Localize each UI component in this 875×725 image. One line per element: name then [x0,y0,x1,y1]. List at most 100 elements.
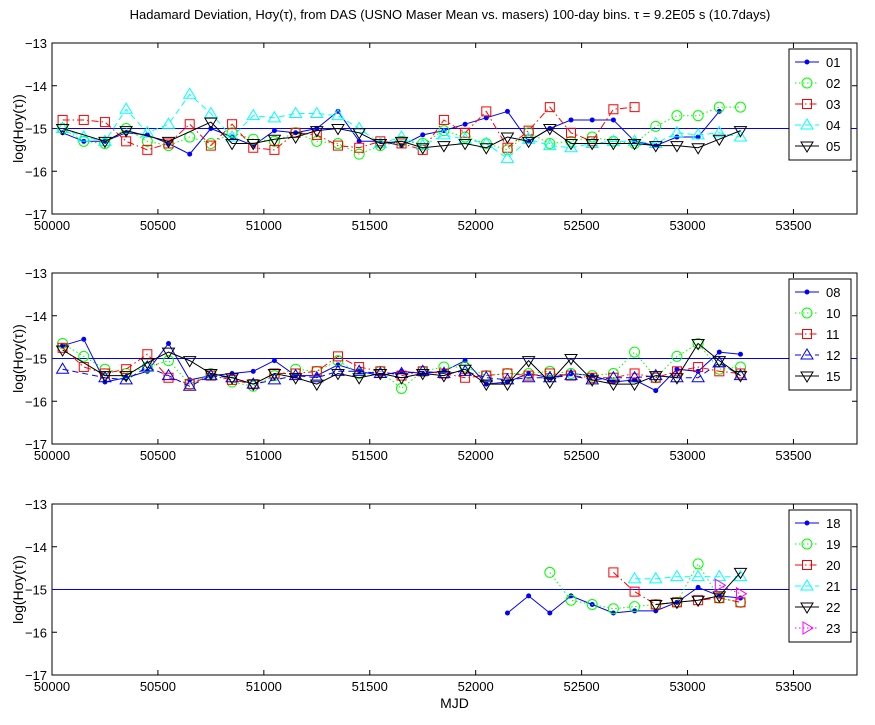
x-axis-label: MJD [440,695,469,711]
data-point-05 [161,136,176,149]
data-point-02 [226,127,238,139]
data-point-12 [352,364,367,376]
data-point-12 [309,370,324,383]
data-point-01 [568,117,574,123]
data-point-15 [606,379,621,392]
data-point-12 [521,370,536,383]
data-point-04 [670,125,684,138]
data-point-18 [568,593,574,599]
legend-label-08: 08 [826,285,840,300]
chart-panel-2: 50000 50500 51000 51500 52000 52500 53000 53500… [10,266,858,463]
data-point-12 [437,366,451,378]
data-point-01 [610,117,616,123]
legend-marker-22 [800,602,814,614]
plot-content [52,558,857,616]
data-point-15 [648,371,663,383]
series-05 [55,117,748,155]
data-point-15 [161,347,176,360]
x-tick-label: 51000 [246,218,282,233]
x-tick-label: 50500 [140,448,176,463]
data-point-02 [692,110,704,122]
data-point-03 [481,106,492,117]
data-point-05 [394,136,409,149]
data-point-15 [585,375,600,387]
legend: 18 19 20 21 22 23 [788,509,852,643]
x-tick-label: 50000 [34,218,70,233]
y-tick-label: −16 [25,164,47,179]
data-point-03 [438,114,449,125]
data-point-23 [735,586,748,601]
data-point-03 [78,114,89,125]
data-point-12 [415,364,430,376]
data-point-02 [671,110,683,122]
data-point-10 [629,346,641,358]
data-point-10 [141,361,153,373]
data-point-03 [227,119,238,130]
data-point-05 [415,143,430,155]
data-point-19 [565,594,577,606]
data-point-05 [225,138,239,151]
data-point-05 [55,124,70,136]
x-tick-label: 53500 [775,218,811,233]
data-point-02 [268,135,280,147]
legend-marker-23 [802,621,814,635]
data-point-03 [142,144,153,155]
data-point-12 [691,370,706,383]
data-point-15 [182,356,197,368]
data-point-04 [521,132,536,144]
data-point-11 [502,368,513,379]
data-point-05 [500,132,515,145]
data-point-01 [483,115,489,121]
x-tick-label: 50500 [140,218,176,233]
data-point-12 [182,379,197,391]
legend-marker-03 [802,99,812,109]
data-point-05 [437,141,451,153]
data-point-05 [458,138,472,151]
data-point-05 [267,134,282,147]
data-point-05 [733,126,748,138]
data-point-19 [586,598,598,610]
series-15 [55,339,748,392]
legend-label-03: 03 [826,97,840,112]
data-point-12 [331,364,345,376]
data-point-22 [691,595,706,608]
data-point-05 [521,136,536,149]
data-point-10 [692,338,704,350]
x-tick-label: 51500 [352,679,388,694]
y-tick-label: −16 [25,394,47,409]
data-point-21 [670,569,684,582]
x-tick-label: 51500 [352,218,388,233]
data-point-01 [187,151,193,157]
data-point-15 [55,345,70,357]
data-point-04 [246,108,261,121]
data-point-18 [526,593,532,599]
legend-marker-05 [800,141,814,153]
legend-label-05: 05 [826,139,840,154]
data-point-15 [140,358,155,370]
data-point-05 [331,124,345,136]
series-line-10 [62,342,741,390]
legend-label-10: 10 [826,306,840,321]
data-point-03 [205,140,216,151]
data-point-08 [271,358,277,364]
data-point-04 [437,127,451,140]
legend-marker-08 [804,289,810,295]
data-point-19 [544,566,556,578]
data-point-04 [267,110,282,123]
data-point-12 [564,368,578,381]
data-point-05 [479,143,494,155]
data-point-03 [354,142,365,153]
y-tick-label: −15 [25,122,47,137]
data-point-12 [373,366,388,378]
data-point-15 [712,356,727,368]
data-point-04 [140,125,155,138]
legend-marker-10 [801,307,813,319]
legend-marker-20 [802,560,812,570]
data-point-15 [415,368,430,381]
y-tick-label: −15 [25,583,47,598]
data-point-08 [716,349,722,355]
x-tick-label: 50000 [34,679,70,694]
data-point-01 [504,108,510,114]
data-point-12 [670,370,684,383]
